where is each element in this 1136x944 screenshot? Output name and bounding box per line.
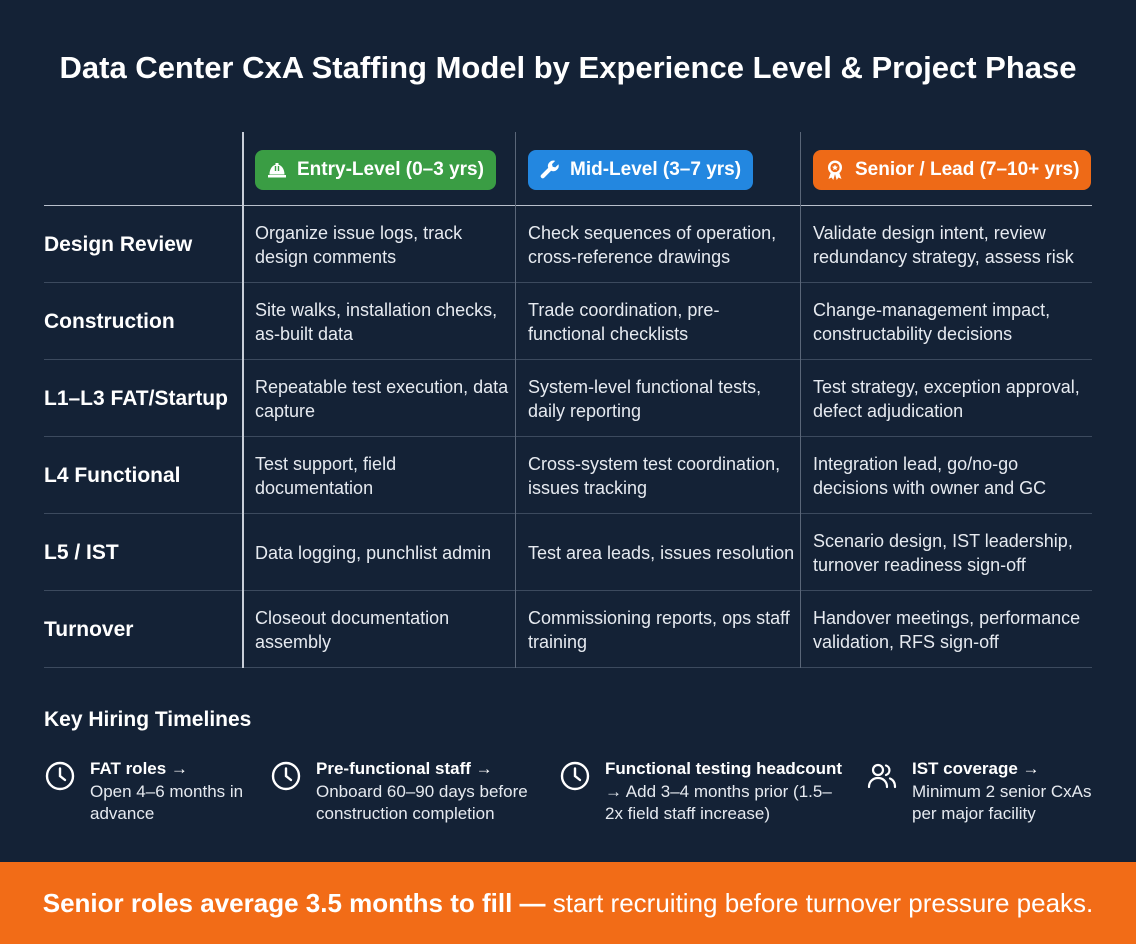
timeline-heading: FAT roles →: [90, 759, 188, 778]
senior-level-header: Senior / Lead (7–10+ yrs): [813, 150, 1092, 190]
senior-cell: Integration lead, go/no-go decisions wit…: [813, 453, 1047, 498]
table-row: Construction Site walks, installation ch…: [44, 283, 1092, 360]
entry-cell: Closeout documentation assembly: [255, 607, 450, 652]
recruiting-banner: Senior roles average 3.5 months to fill …: [0, 862, 1136, 944]
senior-cell: Test strategy, exception approval, defec…: [813, 376, 1080, 421]
timeline-body: Onboard 60–90 days before construction c…: [316, 781, 528, 824]
entry-cell: Repeatable test execution, data capture: [255, 376, 509, 421]
entry-cell: Test support, field documentation: [255, 453, 397, 498]
entry-level-header: Entry-Level (0–3 yrs): [255, 150, 496, 190]
phase-label: L5 / IST: [44, 540, 119, 564]
hard-hat-icon: [268, 163, 286, 178]
table-row: L5 / IST Data logging, punchlist admin T…: [44, 514, 1092, 591]
users-icon: [867, 763, 897, 789]
table-row: L1–L3 FAT/Startup Repeatable test execut…: [44, 360, 1092, 437]
mid-cell: Test area leads, issues resolution: [528, 542, 795, 563]
senior-level-label: Senior / Lead (7–10+ yrs): [855, 159, 1080, 180]
phase-label: Construction: [44, 309, 175, 333]
timeline-item-ist: IST coverage → Minimum 2 senior CxAs per…: [866, 758, 1106, 826]
staffing-table: Entry-Level (0–3 yrs) Mid-Level (3–7 yrs…: [44, 132, 1092, 668]
mid-level-label: Mid-Level (3–7 yrs): [570, 159, 742, 180]
entry-level-label: Entry-Level (0–3 yrs): [297, 159, 484, 180]
timeline-heading: Pre-functional staff →: [316, 759, 493, 778]
mid-cell: System-level functional tests, daily rep…: [528, 376, 762, 421]
timeline-body: Open 4–6 months in advance: [90, 781, 244, 824]
timelines-title: Key Hiring Timelines: [44, 708, 252, 731]
senior-cell: Validate design intent, review redundanc…: [813, 222, 1074, 267]
mid-cell: Cross-system test coordination, issues t…: [528, 453, 781, 498]
clock-icon: [560, 761, 590, 791]
table-header-row: Entry-Level (0–3 yrs) Mid-Level (3–7 yrs…: [44, 132, 1092, 206]
phase-label: L1–L3 FAT/Startup: [44, 386, 228, 410]
table-row: Design Review Organize issue logs, track…: [44, 206, 1092, 283]
entry-cell: Site walks, installation checks, as-buil…: [255, 299, 498, 344]
timeline-item-functional: Functional testing headcount → Add 3–4 m…: [559, 758, 849, 826]
table-row: L4 Functional Test support, field docume…: [44, 437, 1092, 514]
senior-cell: Handover meetings, performance validatio…: [813, 607, 1081, 652]
phase-label: L4 Functional: [44, 463, 181, 487]
banner-highlight: Senior roles average 3.5 months to fill …: [42, 887, 546, 918]
wrench-icon: [540, 160, 559, 179]
senior-cell: Scenario design, IST leadership, turnove…: [813, 530, 1073, 575]
mid-cell: Check sequences of operation, cross-refe…: [528, 222, 777, 267]
clock-icon: [45, 761, 75, 791]
timeline-heading: IST coverage →: [912, 759, 1040, 778]
mid-level-header: Mid-Level (3–7 yrs): [528, 150, 754, 190]
mid-cell: Trade coordination, pre-functional check…: [528, 299, 720, 344]
timeline-item-prefunctional: Pre-functional staff → Onboard 60–90 day…: [270, 758, 540, 826]
senior-cell: Change-management impact, constructabili…: [813, 299, 1051, 344]
mid-cell: Commissioning reports, ops staff trainin…: [528, 607, 790, 652]
entry-cell: Data logging, punchlist admin: [255, 542, 492, 563]
table-row: Turnover Closeout documentation assembly…: [44, 591, 1092, 668]
phase-label: Turnover: [44, 617, 134, 641]
phase-label: Design Review: [44, 232, 193, 256]
timeline-item-fat: FAT roles → Open 4–6 months in advance: [44, 758, 244, 826]
timeline-heading: Functional testing headcount: [605, 759, 843, 778]
award-badge-icon: [828, 160, 842, 180]
clock-icon: [271, 761, 301, 791]
entry-cell: Organize issue logs, track design commen…: [255, 222, 463, 267]
timeline-body: Minimum 2 senior CxAs per major facility: [912, 781, 1092, 824]
page-title: Data Center CxA Staffing Model by Experi…: [59, 50, 1077, 85]
banner-text: start recruiting before turnover pressur…: [545, 887, 1094, 918]
timeline-body: → Add 3–4 months prior (1.5–2x field sta…: [605, 781, 832, 824]
